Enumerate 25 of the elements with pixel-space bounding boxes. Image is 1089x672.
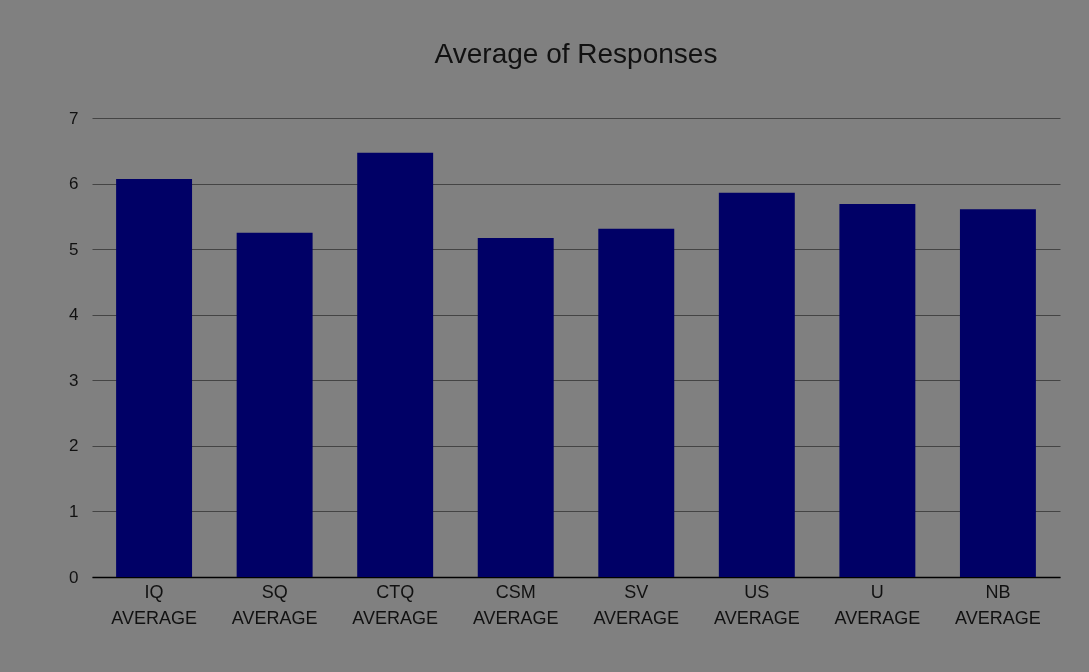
x-tick-label: SV AVERAGE xyxy=(593,581,680,628)
bar xyxy=(357,152,434,577)
y-tick-label: 6 xyxy=(69,174,79,194)
chart-title: Average of Responses xyxy=(434,38,718,69)
y-tick-label: 0 xyxy=(69,567,79,587)
x-tick-label: U AVERAGE xyxy=(834,581,921,628)
bar xyxy=(116,178,193,577)
x-tick-label: NB AVERAGE xyxy=(955,581,1041,628)
y-tick-label: 1 xyxy=(69,501,79,521)
bar xyxy=(598,228,675,577)
x-tick-label: CSM AVERAGE xyxy=(472,581,559,628)
x-tick-label: CTQ AVERAGE xyxy=(352,581,439,628)
y-tick-label: 2 xyxy=(69,436,79,456)
bar xyxy=(477,238,554,577)
y-tick-label: 7 xyxy=(69,108,79,128)
y-tick-label: 3 xyxy=(69,370,79,390)
bar xyxy=(236,232,313,577)
x-tick-label: IQ AVERAGE xyxy=(111,581,197,628)
y-tick-label: 4 xyxy=(69,305,79,325)
bar xyxy=(718,192,795,577)
bar xyxy=(959,209,1036,577)
x-tick-label: US AVERAGE xyxy=(713,581,800,628)
bar xyxy=(839,203,916,577)
y-tick-label: 5 xyxy=(69,239,79,259)
x-tick-label: SQ AVERAGE xyxy=(231,581,318,628)
